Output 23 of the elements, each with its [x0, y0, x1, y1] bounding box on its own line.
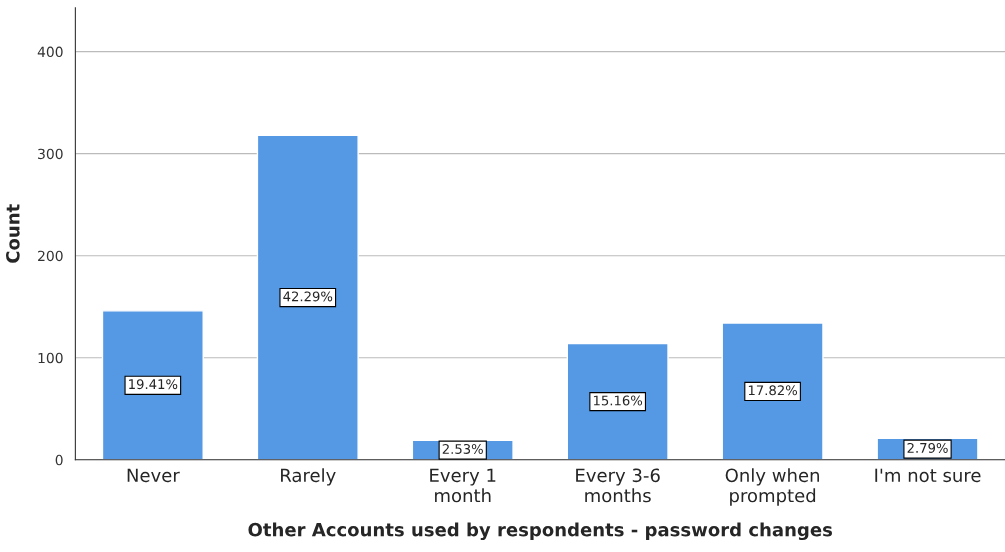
y-tick-label: 300 — [38, 148, 63, 160]
bar — [566, 342, 669, 460]
annotation: 19.41% — [129, 379, 178, 390]
y-tick-label: 100 — [38, 352, 63, 364]
y-tick-label: 200 — [38, 250, 63, 262]
y-tick-label: 400 — [37, 46, 63, 58]
annotation: 42.29% — [283, 291, 333, 302]
x-tick-label: Rarely — [281, 468, 336, 486]
x-axis-title: Other Accounts used by respondents - password changes — [248, 522, 832, 541]
bar — [101, 310, 204, 460]
x-tick-label: Never — [127, 468, 180, 483]
bar — [721, 322, 824, 460]
x-tick-label: Every 3-6 months — [576, 468, 660, 503]
bar — [256, 134, 359, 460]
x-tick-label: I'm not sure — [875, 468, 981, 483]
y-axis-title: Count — [6, 204, 20, 263]
x-tick-label: Every 1 month — [430, 468, 496, 503]
x-tick-label: Only when prompted — [725, 468, 819, 506]
y-tick-label: 0 — [55, 454, 63, 466]
annotation: 2.79% — [907, 442, 948, 453]
annotation: 17.82% — [748, 385, 798, 396]
annotation: 15.16% — [593, 395, 643, 406]
annotation: 2.53% — [442, 443, 483, 454]
